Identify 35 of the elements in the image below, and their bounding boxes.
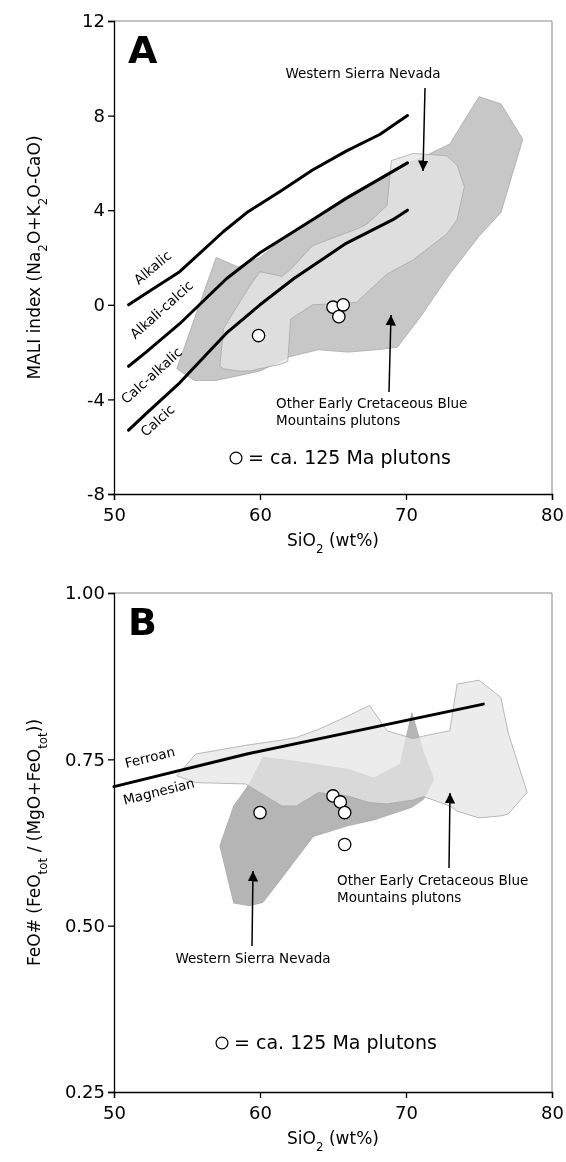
x-tick-label: 70 bbox=[395, 1102, 418, 1123]
point bbox=[336, 297, 351, 312]
y-tick-label: 0 bbox=[93, 294, 105, 316]
point bbox=[253, 805, 267, 820]
annotation: Western Sierra Nevada bbox=[285, 65, 441, 81]
legend-label: = ca. 125 Ma plutons bbox=[248, 445, 451, 468]
point bbox=[337, 805, 352, 820]
x-axis-title: SiO$_{2}$ (wt%) bbox=[287, 1128, 379, 1154]
point bbox=[332, 309, 346, 324]
annotation: Other Early Cretaceous Blue Mountains plutons bbox=[276, 395, 468, 428]
x-tick-label: 80 bbox=[541, 504, 564, 525]
x-tick-label: 80 bbox=[541, 1102, 564, 1123]
y-tick-label: 8 bbox=[93, 104, 105, 126]
legend-label: = ca. 125 Ma plutons bbox=[234, 1030, 437, 1053]
y-tick-label: 0.75 bbox=[64, 748, 105, 770]
y-tick-label: 4 bbox=[93, 199, 105, 221]
y-tick-label: 0.25 bbox=[64, 1081, 105, 1103]
y-tick-label: -4 bbox=[87, 388, 105, 410]
annotation: Other Early Cretaceous Blue Mountains plutons bbox=[337, 872, 529, 905]
annotation: Western Sierra Nevada bbox=[175, 950, 331, 966]
x-tick-label: 60 bbox=[249, 504, 272, 525]
annotation: Ferroan bbox=[123, 743, 177, 771]
chart-title: A bbox=[128, 28, 158, 72]
x-axis-title: SiO$_{2}$ (wt%) bbox=[287, 530, 379, 556]
x-tick-label: 50 bbox=[103, 504, 126, 525]
x-tick-label: 50 bbox=[103, 1102, 126, 1123]
chart-title: B bbox=[128, 600, 157, 644]
y-tick-label: 1.00 bbox=[64, 582, 105, 604]
y-tick-label: -8 bbox=[87, 483, 105, 505]
x-tick-label: 70 bbox=[395, 504, 418, 525]
point bbox=[251, 328, 266, 343]
x-tick-label: 60 bbox=[249, 1102, 272, 1123]
point bbox=[333, 795, 348, 809]
y-tick-label: 12 bbox=[82, 10, 105, 32]
y-tick-label: 0.50 bbox=[64, 914, 105, 936]
